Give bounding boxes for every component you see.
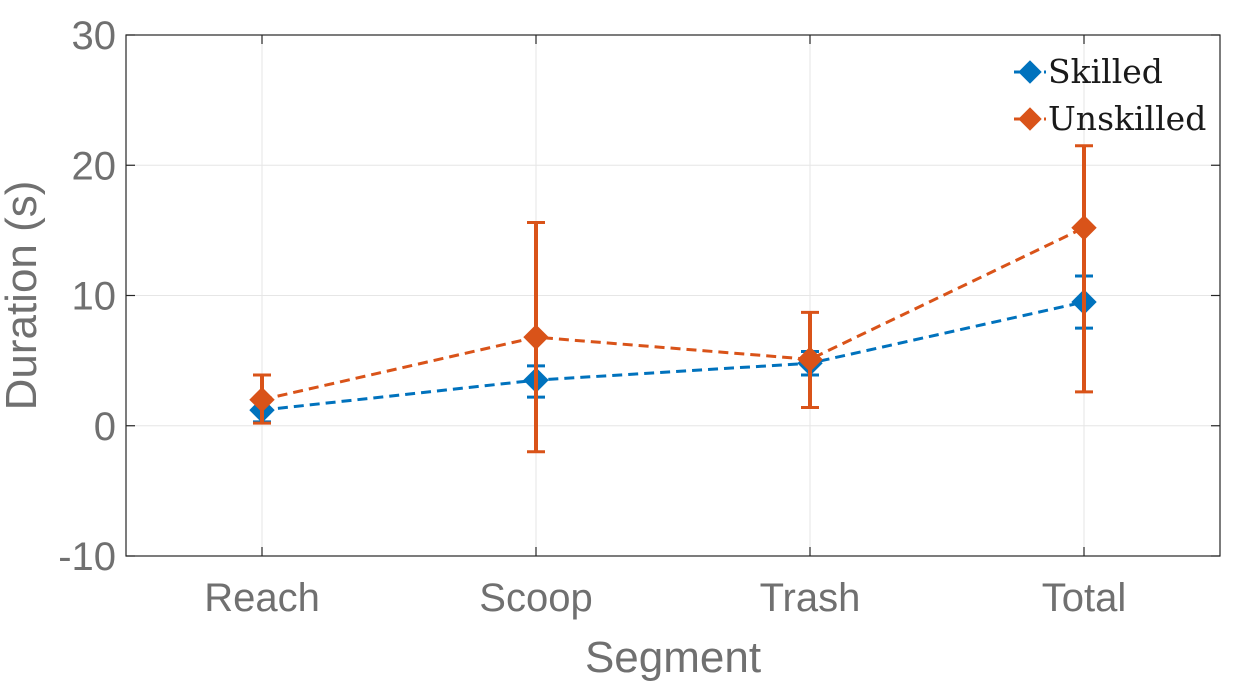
series-line: [261, 300, 1085, 412]
y-tick-label: 30: [72, 14, 117, 58]
legend-item-skilled: Skilled: [1014, 52, 1163, 91]
data-point: [523, 324, 549, 350]
y-tick-label: -10: [58, 535, 116, 579]
y-tick-label: 10: [72, 275, 117, 319]
data-point: [797, 346, 823, 373]
legend-label: Unskilled: [1048, 99, 1206, 138]
series: [249, 144, 1097, 454]
series-unskilled: [249, 144, 1097, 454]
x-tick-label: Reach: [204, 576, 320, 620]
data-point: [1071, 215, 1097, 241]
series-line: [261, 226, 1085, 402]
ticks: -10 0 10 20 30 Reach Scoop Trash Total: [58, 14, 1220, 620]
legend: Skilled Unskilled: [1014, 52, 1206, 138]
legend-item-unskilled: Unskilled: [1014, 99, 1206, 138]
legend-label: Skilled: [1048, 52, 1163, 91]
legend-marker: [1018, 60, 1042, 84]
error-bar: [1075, 144, 1093, 394]
x-tick-label: Trash: [760, 576, 861, 620]
y-tick-label: 0: [94, 405, 116, 449]
x-axis-label: Segment: [585, 633, 761, 682]
data-point: [249, 386, 275, 413]
legend-marker: [1018, 107, 1042, 131]
y-axis-label: Duration (s): [0, 181, 46, 411]
x-tick-label: Total: [1042, 576, 1127, 620]
x-tick-label: Scoop: [479, 576, 592, 620]
y-tick-label: 20: [72, 144, 117, 188]
